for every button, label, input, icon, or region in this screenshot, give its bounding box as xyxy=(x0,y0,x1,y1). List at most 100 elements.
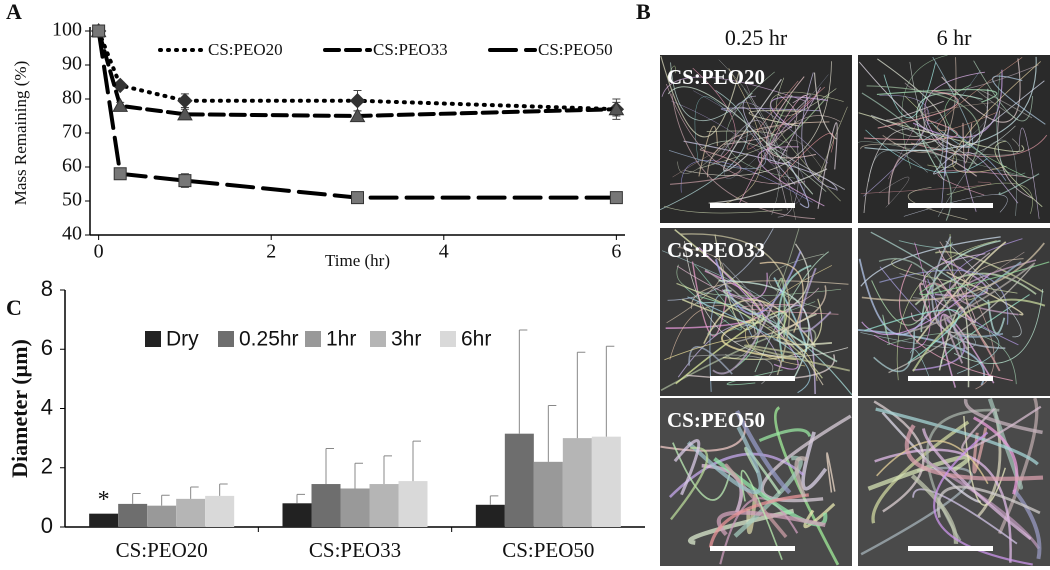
fiber xyxy=(699,296,759,369)
error-bar xyxy=(296,493,305,504)
scale-bar xyxy=(908,546,993,551)
error-bar xyxy=(547,405,557,462)
fiber xyxy=(963,415,1007,506)
fiber xyxy=(684,241,849,358)
row-label: CS:PEO20 xyxy=(667,65,765,89)
fiber xyxy=(879,269,1009,325)
fiber xyxy=(863,119,958,141)
fiber xyxy=(882,314,890,345)
fiber xyxy=(714,234,762,331)
fiber xyxy=(703,299,816,348)
fiber xyxy=(666,65,676,78)
fiber xyxy=(708,168,828,204)
bar xyxy=(398,481,428,527)
bar xyxy=(176,498,206,527)
fiber xyxy=(938,306,970,388)
fiber xyxy=(726,369,783,386)
fiber xyxy=(933,95,989,158)
fiber xyxy=(963,152,1019,212)
fiber xyxy=(949,234,975,301)
error-bar xyxy=(605,345,615,437)
bar xyxy=(475,504,505,527)
fiber xyxy=(896,240,997,381)
bar xyxy=(369,484,399,527)
fiber xyxy=(786,139,823,220)
y-tick-label: 2 xyxy=(41,454,53,479)
fiber xyxy=(740,469,783,561)
fiber xyxy=(956,259,1037,316)
fiber xyxy=(684,264,742,331)
fiber xyxy=(826,452,836,493)
scale-bar xyxy=(710,376,795,381)
fiber xyxy=(664,335,818,382)
fiber xyxy=(746,80,825,150)
fiber xyxy=(757,146,825,207)
series-line xyxy=(96,29,619,112)
fiber xyxy=(878,257,964,359)
error-bar xyxy=(325,447,334,485)
x-tick-label: CS:PEO20 xyxy=(116,538,208,562)
annotation: * xyxy=(98,487,110,513)
x-tick-label: 2 xyxy=(266,241,276,263)
fiber xyxy=(773,406,840,566)
fiber xyxy=(876,440,989,485)
fiber xyxy=(904,96,957,168)
fiber xyxy=(660,90,748,211)
fiber xyxy=(877,58,947,145)
fiber xyxy=(972,427,988,474)
fiber xyxy=(891,258,1018,294)
fiber xyxy=(667,86,814,195)
fiber xyxy=(729,106,788,211)
fiber xyxy=(992,75,1046,125)
fiber xyxy=(672,442,731,501)
fiber xyxy=(670,149,742,185)
fiber xyxy=(922,458,1041,550)
fiber xyxy=(907,186,968,220)
fiber xyxy=(870,231,991,306)
y-tick-label: 100 xyxy=(52,19,82,41)
fiber xyxy=(735,410,792,495)
fiber xyxy=(688,346,733,375)
fiber xyxy=(998,173,1040,195)
micrograph xyxy=(660,55,852,223)
fiber xyxy=(759,261,804,333)
fiber xyxy=(693,90,806,207)
fiber xyxy=(964,398,1043,435)
fiber xyxy=(877,90,959,129)
y-tick-label: 90 xyxy=(62,53,82,75)
micrograph xyxy=(858,398,1050,566)
fiber xyxy=(721,318,797,361)
fiber xyxy=(871,280,930,326)
scale-bar xyxy=(908,376,993,381)
error-bar xyxy=(190,486,199,499)
fiber xyxy=(936,249,976,323)
fiber xyxy=(973,60,1033,122)
panel-label: A xyxy=(6,0,22,24)
legend-swatch xyxy=(305,331,321,347)
fiber xyxy=(666,247,724,324)
fiber xyxy=(860,466,974,556)
bar xyxy=(89,513,119,527)
fiber xyxy=(939,313,995,388)
fiber xyxy=(690,280,849,309)
fiber xyxy=(707,301,816,336)
x-axis-label: Time (hr) xyxy=(325,251,390,270)
fiber xyxy=(661,76,807,102)
error-bar xyxy=(412,440,421,482)
fiber xyxy=(912,488,1018,545)
y-tick-label: 4 xyxy=(41,394,53,419)
fiber xyxy=(1018,127,1040,219)
error-bar xyxy=(576,351,586,439)
fiber xyxy=(898,240,953,249)
fiber xyxy=(972,416,1019,495)
legend-label: 1hr xyxy=(326,328,356,351)
bar xyxy=(504,433,534,527)
fiber xyxy=(798,267,832,333)
fiber xyxy=(860,181,992,194)
fiber xyxy=(858,141,1029,178)
fiber xyxy=(864,308,960,364)
fiber xyxy=(899,263,1013,382)
legend-label: Dry xyxy=(166,328,199,351)
fiber xyxy=(908,262,1036,333)
fiber xyxy=(937,57,1023,131)
